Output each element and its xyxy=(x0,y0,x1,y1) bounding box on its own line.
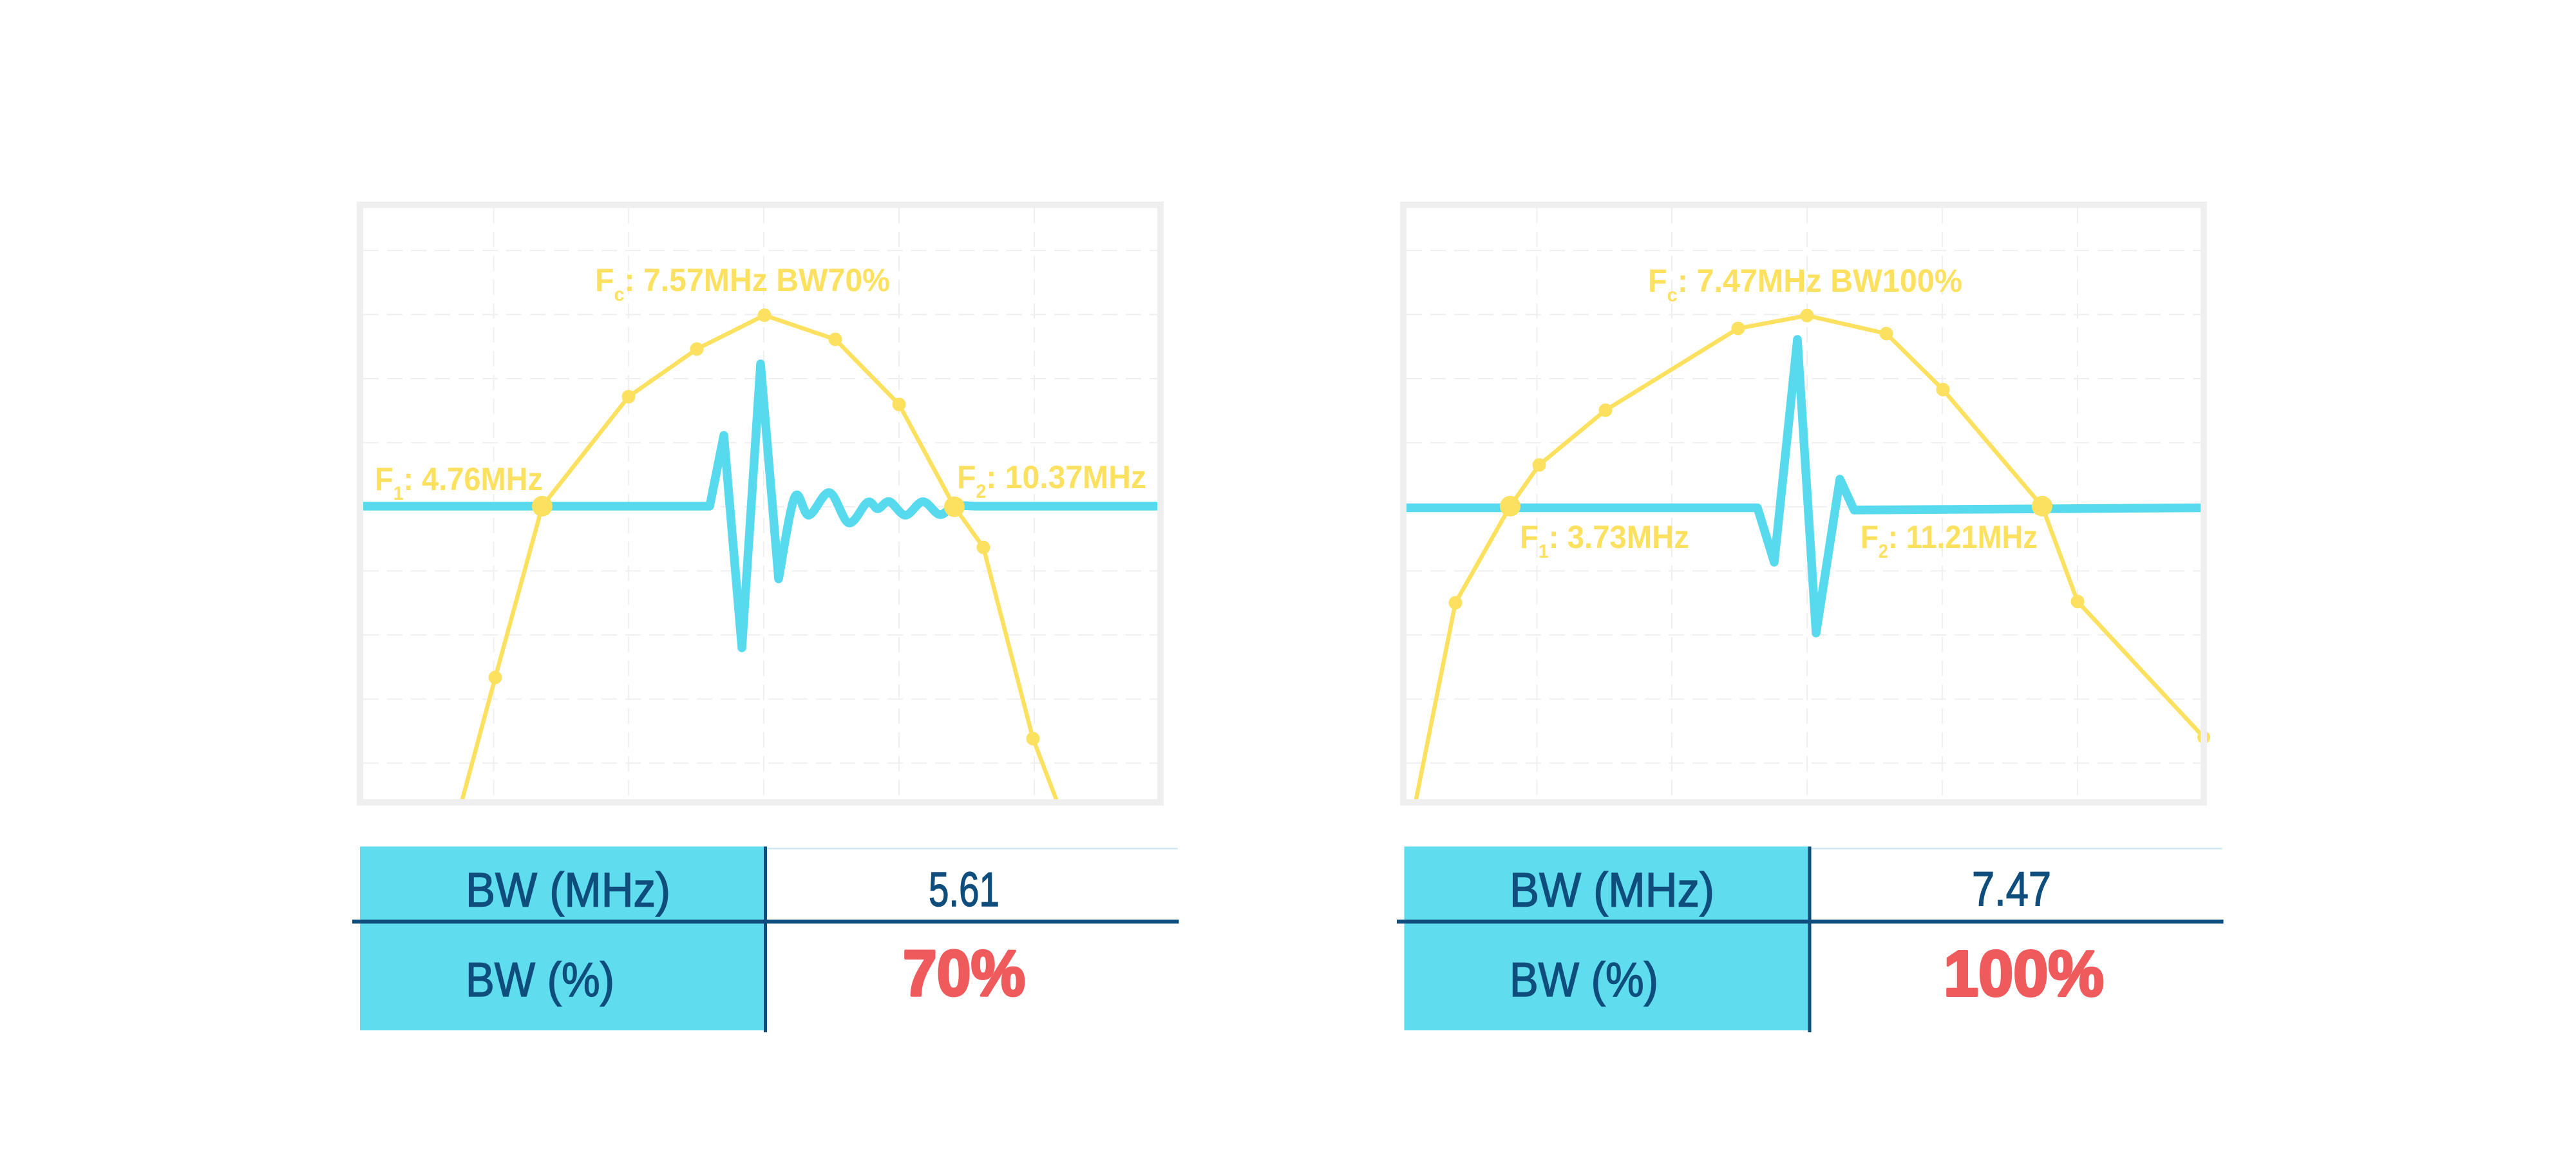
svg-text:Fc: 7.47MHz BW100%: Fc: 7.47MHz BW100% xyxy=(1648,263,1962,306)
svg-text:70%: 70% xyxy=(903,938,1025,1010)
svg-text:F2: 11.21MHz: F2: 11.21MHz xyxy=(1861,520,2038,562)
svg-text:BW (%): BW (%) xyxy=(1510,952,1658,1007)
svg-text:F2: 10.37MHz: F2: 10.37MHz xyxy=(957,459,1146,502)
svg-text:F1: 3.73MHz: F1: 3.73MHz xyxy=(1520,519,1689,562)
svg-text:100%: 100% xyxy=(1944,938,2104,1010)
svg-text:Fc: 7.57MHz BW70%: Fc: 7.57MHz BW70% xyxy=(595,262,890,305)
svg-text:5.61: 5.61 xyxy=(929,862,999,916)
svg-text:7.47: 7.47 xyxy=(1972,862,2051,916)
svg-text:BW (MHz): BW (MHz) xyxy=(1510,863,1714,917)
svg-text:F1: 4.76MHz: F1: 4.76MHz xyxy=(375,461,543,504)
svg-text:BW (%): BW (%) xyxy=(466,952,614,1007)
svg-text:BW (MHz): BW (MHz) xyxy=(466,863,670,917)
